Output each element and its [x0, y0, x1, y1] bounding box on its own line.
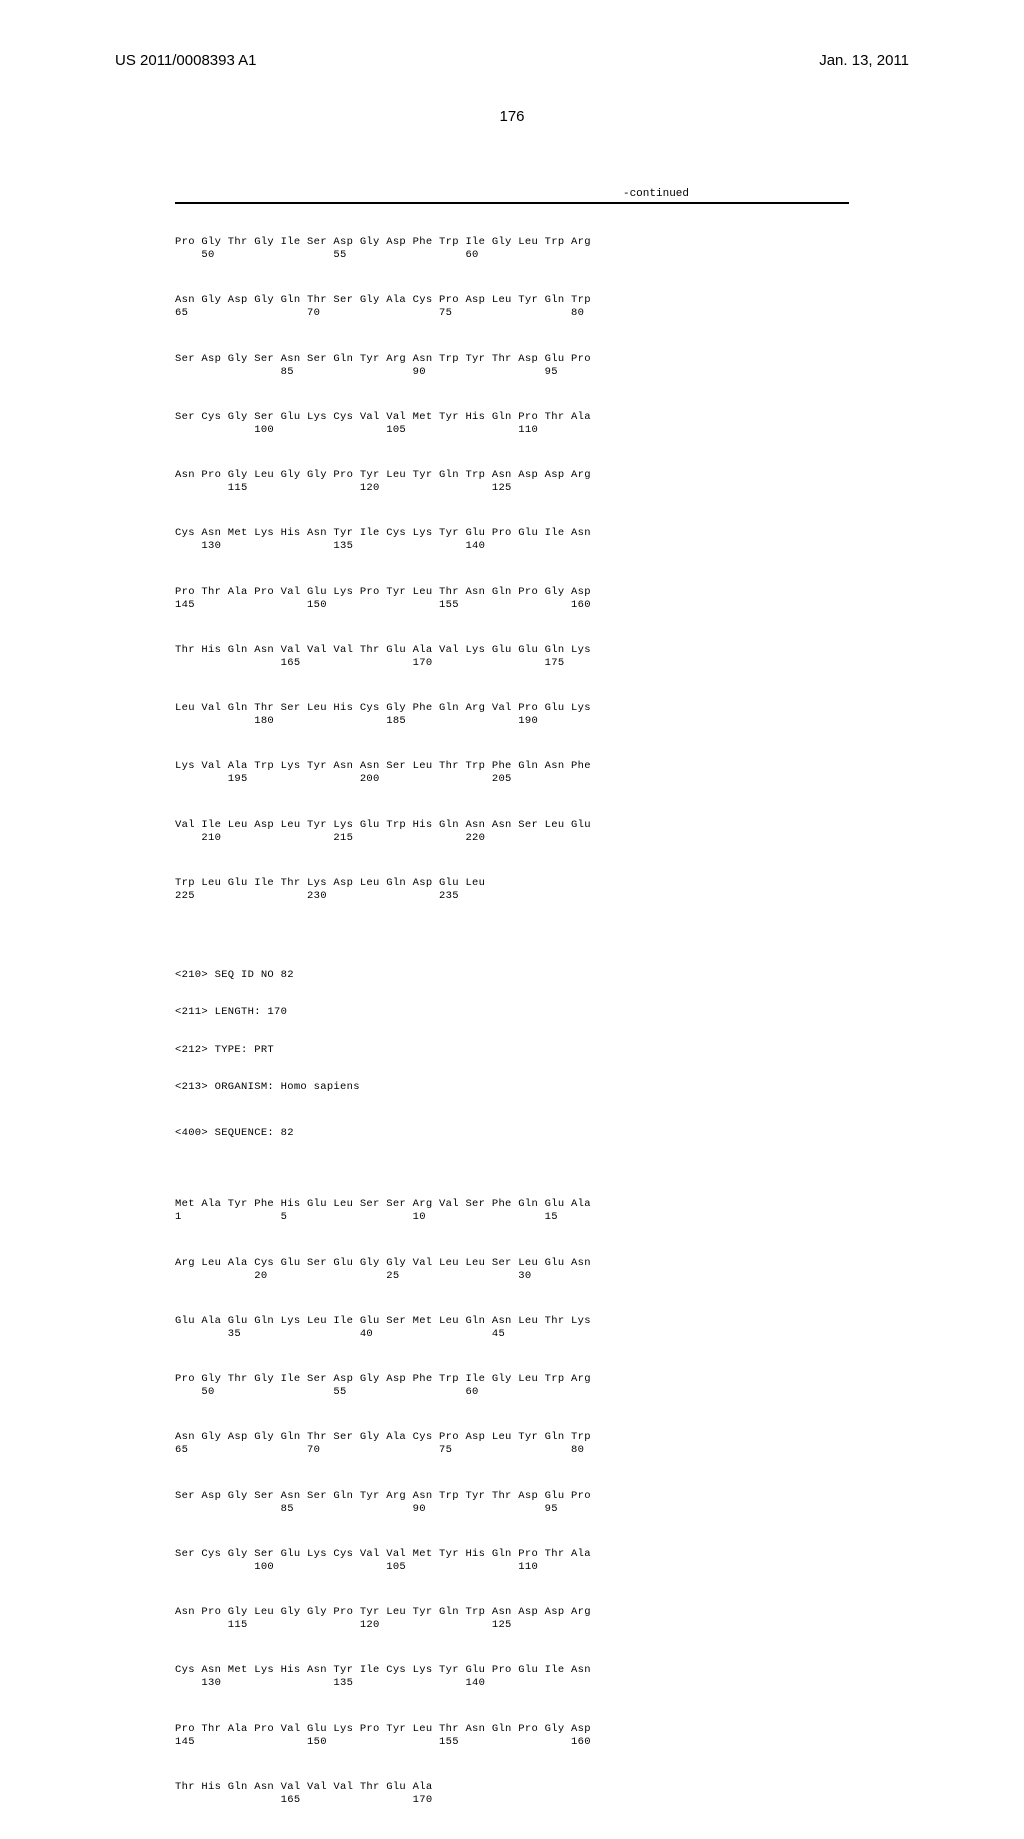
- seq-num: 65 70 75 80: [175, 1444, 849, 1456]
- meta-sequence: <400> SEQUENCE: 82: [175, 1127, 849, 1139]
- seq-num: 130 135 140: [175, 1677, 849, 1689]
- seq-num: 195 200 205: [175, 773, 849, 785]
- seq-aa: Cys Asn Met Lys His Asn Tyr Ile Cys Lys …: [175, 527, 849, 539]
- publication-date: Jan. 13, 2011: [819, 52, 909, 69]
- seq-num: 145 150 155 160: [175, 599, 849, 611]
- seq-aa: Asn Pro Gly Leu Gly Gly Pro Tyr Leu Tyr …: [175, 1606, 849, 1618]
- seq-num: 130 135 140: [175, 540, 849, 552]
- seq-aa: Leu Val Gln Thr Ser Leu His Cys Gly Phe …: [175, 702, 849, 714]
- sequence-block-1: Pro Gly Thr Gly Ile Ser Asp Gly Asp Phe …: [175, 212, 849, 935]
- seq-aa: Asn Pro Gly Leu Gly Gly Pro Tyr Leu Tyr …: [175, 469, 849, 481]
- seq-aa: Pro Thr Ala Pro Val Glu Lys Pro Tyr Leu …: [175, 1723, 849, 1735]
- seq-num: 100 105 110: [175, 424, 849, 436]
- seq-aa: Thr His Gln Asn Val Val Val Thr Glu Ala …: [175, 644, 849, 656]
- seq-aa: Arg Leu Ala Cys Glu Ser Glu Gly Gly Val …: [175, 1257, 849, 1269]
- seq-aa: Ser Asp Gly Ser Asn Ser Gln Tyr Arg Asn …: [175, 1490, 849, 1502]
- seq-num: 225 230 235: [175, 890, 849, 902]
- seq-aa: Glu Ala Glu Gln Lys Leu Ile Glu Ser Met …: [175, 1315, 849, 1327]
- seq-num: 1 5 10 15: [175, 1211, 849, 1223]
- seq-num: 20 25 30: [175, 1270, 849, 1282]
- page-number: 176: [0, 108, 1024, 125]
- seq-num: 50 55 60: [175, 1386, 849, 1398]
- meta-length: <211> LENGTH: 170: [175, 1006, 849, 1018]
- seq-num: 165 170 175: [175, 657, 849, 669]
- seq-num: 165 170: [175, 1794, 849, 1806]
- sequence-listing: -continued Pro Gly Thr Gly Ile Ser Asp G…: [175, 188, 849, 1839]
- seq-aa: Met Ala Tyr Phe His Glu Leu Ser Ser Arg …: [175, 1198, 849, 1210]
- seq-num: 115 120 125: [175, 482, 849, 494]
- meta-organism: <213> ORGANISM: Homo sapiens: [175, 1081, 849, 1093]
- seq-num: 115 120 125: [175, 1619, 849, 1631]
- seq-aa: Pro Thr Ala Pro Val Glu Lys Pro Tyr Leu …: [175, 586, 849, 598]
- seq-num: 145 150 155 160: [175, 1736, 849, 1748]
- sequence-block-2: Met Ala Tyr Phe His Glu Leu Ser Ser Arg …: [175, 1174, 849, 1839]
- seq-num: 100 105 110: [175, 1561, 849, 1573]
- seq-num: 180 185 190: [175, 715, 849, 727]
- sequence-metadata: <210> SEQ ID NO 82 <211> LENGTH: 170 <21…: [175, 945, 849, 1164]
- seq-aa: Cys Asn Met Lys His Asn Tyr Ile Cys Lys …: [175, 1664, 849, 1676]
- seq-aa: Ser Asp Gly Ser Asn Ser Gln Tyr Arg Asn …: [175, 353, 849, 365]
- seq-aa: Lys Val Ala Trp Lys Tyr Asn Asn Ser Leu …: [175, 760, 849, 772]
- seq-aa: Asn Gly Asp Gly Gln Thr Ser Gly Ala Cys …: [175, 1431, 849, 1443]
- seq-aa: Trp Leu Glu Ile Thr Lys Asp Leu Gln Asp …: [175, 877, 849, 889]
- seq-aa: Asn Gly Asp Gly Gln Thr Ser Gly Ala Cys …: [175, 294, 849, 306]
- seq-num: 65 70 75 80: [175, 307, 849, 319]
- seq-num: 50 55 60: [175, 249, 849, 261]
- seq-aa: Pro Gly Thr Gly Ile Ser Asp Gly Asp Phe …: [175, 1373, 849, 1385]
- continued-label: -continued: [175, 188, 849, 200]
- meta-type: <212> TYPE: PRT: [175, 1044, 849, 1056]
- seq-num: 85 90 95: [175, 366, 849, 378]
- seq-aa: Ser Cys Gly Ser Glu Lys Cys Val Val Met …: [175, 1548, 849, 1560]
- seq-num: 210 215 220: [175, 832, 849, 844]
- seq-aa: Ser Cys Gly Ser Glu Lys Cys Val Val Met …: [175, 411, 849, 423]
- publication-number: US 2011/0008393 A1: [115, 52, 257, 69]
- seq-num: 85 90 95: [175, 1503, 849, 1515]
- seq-aa: Val Ile Leu Asp Leu Tyr Lys Glu Trp His …: [175, 819, 849, 831]
- seq-aa: Thr His Gln Asn Val Val Val Thr Glu Ala: [175, 1781, 849, 1793]
- divider: [175, 202, 849, 204]
- meta-seq-id: <210> SEQ ID NO 82: [175, 969, 849, 981]
- seq-aa: Pro Gly Thr Gly Ile Ser Asp Gly Asp Phe …: [175, 236, 849, 248]
- seq-num: 35 40 45: [175, 1328, 849, 1340]
